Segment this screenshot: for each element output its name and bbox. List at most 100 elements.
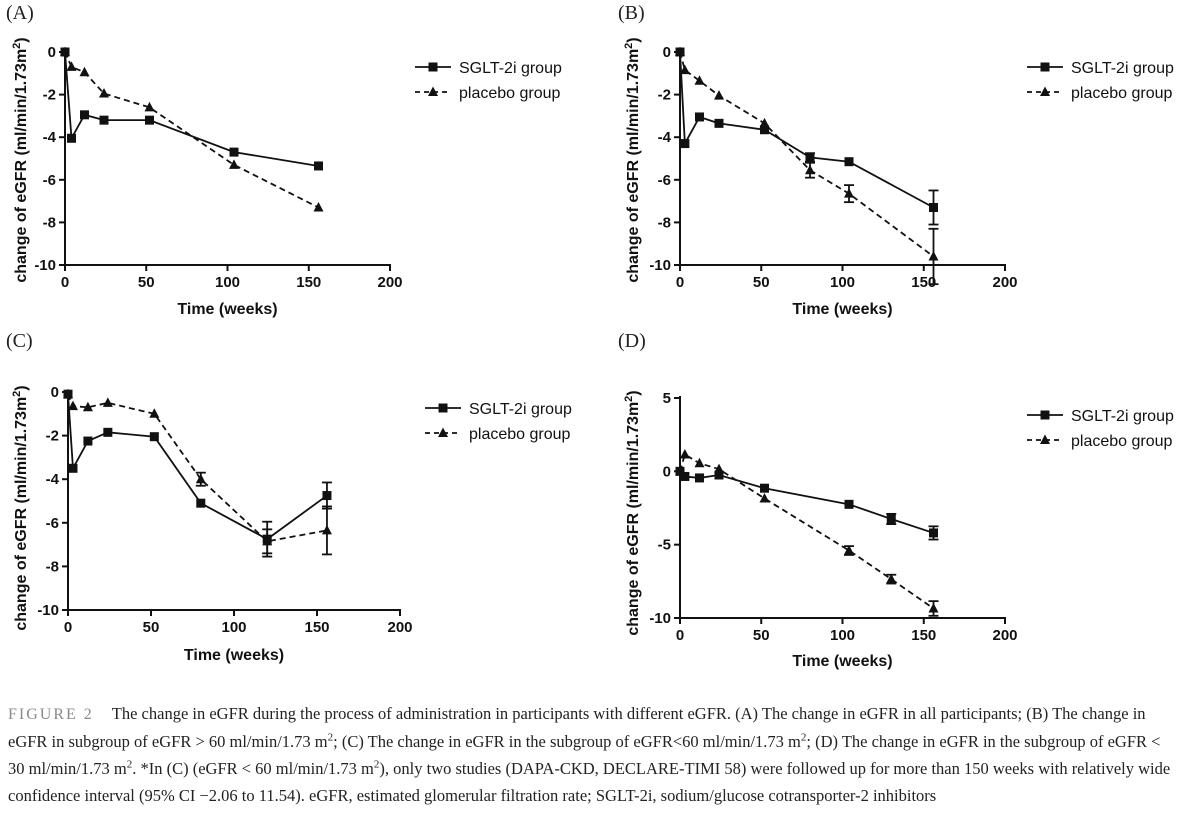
y-tick-label: -4	[46, 471, 60, 488]
square-marker	[844, 157, 854, 167]
triangle-marker	[66, 61, 77, 71]
x-tick-label: 200	[387, 619, 412, 636]
figure-caption: FIGURE 2 The change in eGFR during the pr…	[8, 700, 1176, 809]
legend-label: placebo group	[459, 85, 561, 102]
x-tick-label: 0	[676, 627, 684, 644]
legend-entry: placebo group	[1027, 433, 1173, 450]
legend-label: SGLT-2i group	[1071, 408, 1174, 425]
square-marker	[196, 498, 206, 508]
series-line	[64, 51, 319, 167]
y-axis-title-end: )	[625, 37, 642, 42]
square-marker	[886, 514, 896, 524]
panel-a: (A) 0 -2 -4 -6 -8 -10 0 50 100 150 200 Time (weeks)…	[0, 0, 590, 330]
square-marker	[695, 112, 704, 122]
y-axis-title: change of eGFR (ml/min/1.73m2)	[623, 37, 642, 282]
square-marker	[844, 499, 854, 509]
square-marker	[805, 152, 815, 162]
y-axis-title-end: )	[13, 37, 30, 42]
superscript: 2	[800, 731, 807, 744]
y-axis-title-end: )	[625, 390, 642, 395]
square-marker	[714, 118, 724, 128]
y-tick-label: 0	[663, 463, 671, 480]
square-marker	[1040, 410, 1050, 420]
y-tick-label: -10	[649, 257, 671, 274]
x-tick-label: 100	[221, 619, 246, 636]
triangle-marker	[928, 250, 939, 261]
x-tick-label: 100	[830, 627, 855, 644]
chart-c: 0 -2 -4 -6 -8 -10 0 50 100 150 200 Time (weeks) chan…	[11, 384, 572, 664]
square-marker	[714, 470, 724, 480]
x-axis-title: Time (weeks)	[792, 301, 892, 318]
triangle-marker	[1040, 86, 1050, 96]
square-marker	[83, 436, 93, 446]
x-tick-label: 150	[296, 274, 321, 291]
square-marker	[103, 427, 113, 437]
series-placebo	[63, 388, 332, 556]
x-tick-label: 50	[143, 619, 160, 636]
y-tick-label: 0	[663, 44, 671, 61]
triangle-marker	[694, 457, 705, 468]
x-tick-label: 150	[304, 619, 329, 636]
legend-label: placebo group	[1071, 433, 1173, 450]
y-axis-title-end: )	[13, 385, 30, 390]
triangle-marker	[428, 86, 438, 96]
square-marker	[929, 528, 938, 538]
triangle-marker	[886, 573, 897, 584]
triangle-marker	[149, 408, 160, 418]
y-tick-label: -6	[46, 515, 59, 532]
legend-label: SGLT-2i group	[459, 60, 562, 77]
series-sglt2i	[60, 47, 323, 171]
triangle-marker	[844, 545, 854, 555]
triangle-marker	[805, 164, 815, 175]
triangle-marker	[79, 66, 90, 77]
caption-text: The change in eGFR during the process of…	[8, 704, 1146, 751]
square-marker	[1040, 62, 1050, 72]
panel-label: (C)	[6, 330, 33, 352]
y-tick-label: -6	[43, 172, 56, 189]
series-placebo	[675, 46, 939, 286]
triangle-marker	[144, 101, 155, 112]
x-axis-title: Time (weeks)	[184, 647, 284, 664]
y-tick-label: -2	[43, 87, 56, 104]
x-axis-title: Time (weeks)	[177, 301, 277, 318]
y-tick-label: -10	[37, 602, 59, 619]
series-sglt2i	[675, 47, 939, 226]
triangle-marker	[675, 46, 685, 56]
triangle-marker	[63, 388, 73, 399]
x-axis-title: Time (weeks)	[792, 653, 892, 670]
y-tick-label: 0	[48, 44, 56, 61]
x-tick-label: 0	[61, 274, 69, 291]
legend-label: SGLT-2i group	[1071, 60, 1174, 77]
panel-label: (A)	[6, 2, 34, 24]
triangle-marker	[759, 492, 770, 503]
series-line	[67, 394, 328, 541]
square-marker	[760, 125, 769, 135]
panel-label: (D)	[618, 330, 646, 352]
caption-text: ; (C) The change in eGFR in the subgroup…	[333, 732, 801, 751]
x-tick-label: 100	[830, 274, 855, 291]
triangle-marker	[679, 64, 690, 75]
triangle-marker	[844, 188, 854, 198]
triangle-marker	[60, 46, 70, 56]
triangle-marker	[694, 75, 705, 85]
square-marker	[314, 161, 323, 171]
y-tick-label: -5	[658, 537, 671, 554]
x-tick-label: 50	[753, 627, 770, 644]
y-tick-label: -10	[34, 257, 56, 274]
triangle-marker	[714, 90, 724, 100]
triangle-marker	[438, 427, 448, 437]
x-tick-label: 0	[64, 619, 72, 636]
triangle-marker	[1040, 434, 1050, 444]
square-marker	[695, 473, 704, 483]
y-tick-label: -2	[658, 87, 671, 104]
y-axis-title-sup: 2	[11, 391, 23, 397]
caption-text: ; (D) The change in eGFR in the subgroup…	[8, 732, 1161, 778]
triangle-marker	[67, 400, 78, 411]
legend-label: placebo group	[1071, 85, 1173, 102]
superscript: 2	[373, 758, 380, 771]
caption-text: . *In (C) (eGFR < 60 ml/min/1.73 m	[132, 759, 374, 778]
y-axis-title-sup: 2	[623, 396, 635, 402]
y-tick-label: -8	[658, 214, 671, 231]
x-tick-label: 150	[911, 274, 936, 291]
x-tick-label: 50	[753, 274, 770, 291]
